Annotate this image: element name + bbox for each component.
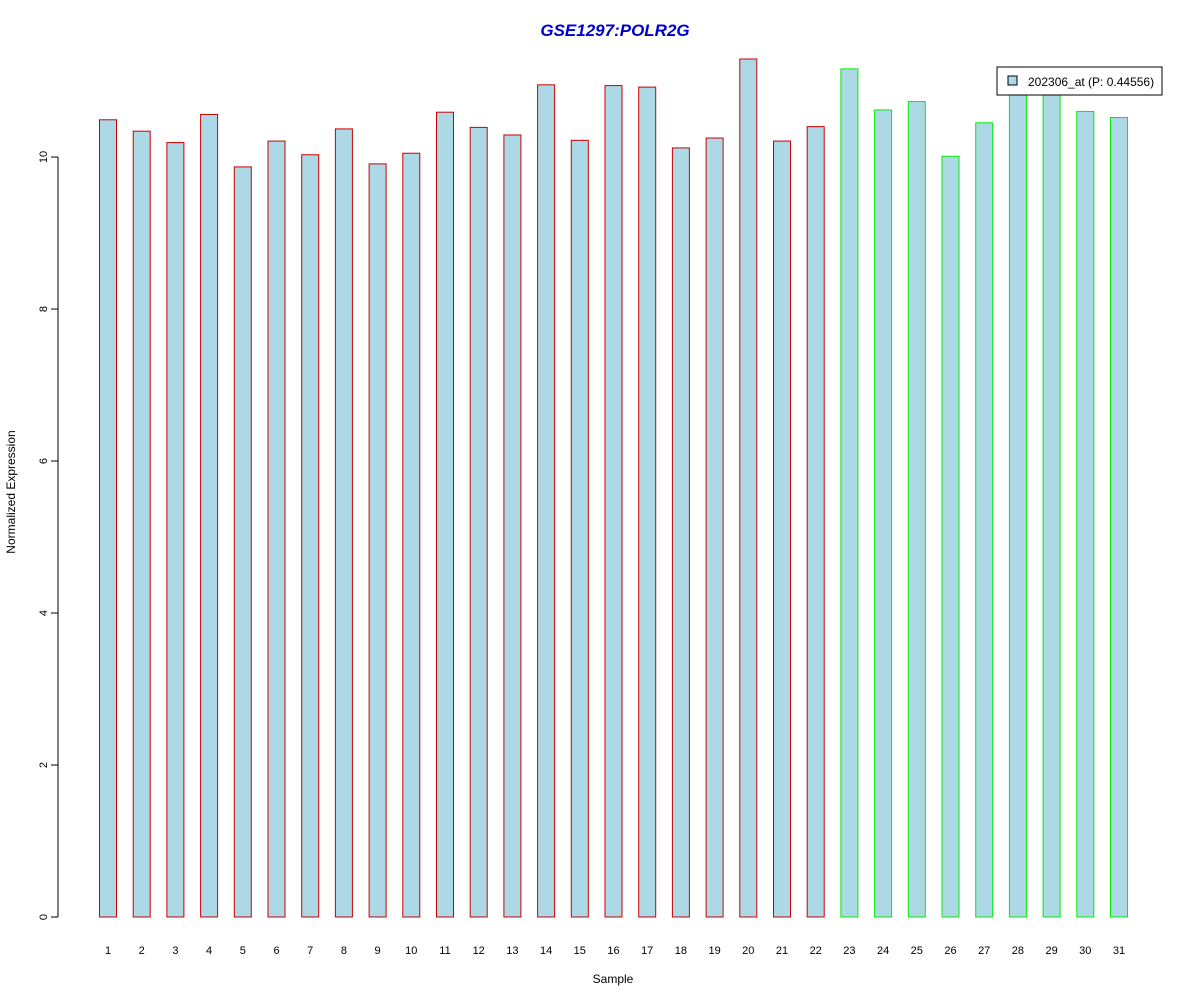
x-tick-label: 1 [105,945,111,957]
x-tick-label: 18 [675,945,687,957]
x-tick-label: 4 [206,945,212,957]
legend: 202306_at (P: 0.44556) [996,66,1163,96]
legend-box [996,66,1163,96]
x-tick-label: 25 [911,945,923,957]
y-axis: 0 2 4 6 8 10 [38,151,59,920]
bars-group [99,58,1128,918]
bar-sample-10 [402,152,421,918]
x-tick-label: 6 [273,945,279,957]
x-tick-label: 17 [641,945,653,957]
bar-sample-24 [874,109,893,918]
bar-sample-8 [334,128,353,918]
y-tick-label: 6 [38,458,50,464]
x-tick-label: 15 [574,945,586,957]
x-tick-label: 29 [1045,945,1057,957]
y-axis-label: Normalized Expression [4,430,18,553]
bar-sample-15 [570,139,589,918]
x-tick-label: 13 [506,945,518,957]
bar-sample-17 [638,86,657,918]
bar-sample-2 [132,130,151,918]
chart-title: GSE1297:POLR2G [540,21,689,40]
x-tick-label: 23 [843,945,855,957]
bar-sample-9 [368,163,387,918]
x-tick-label: 2 [139,945,145,957]
bar-sample-14 [537,84,556,918]
legend-label: 202306_at (P: 0.44556) [1028,75,1154,89]
bar-sample-27 [975,122,994,918]
bar-sample-29 [1042,83,1061,918]
x-tick-label: 30 [1079,945,1091,957]
x-tick-label: 7 [307,945,313,957]
bar-sample-26 [941,155,960,918]
y-tick-label: 4 [38,610,50,616]
bar-sample-16 [604,85,623,918]
x-tick-label: 19 [708,945,720,957]
x-tick-label: 3 [172,945,178,957]
x-tick-label: 9 [375,945,381,957]
y-tick-label: 10 [38,151,50,163]
x-tick-label: 28 [1012,945,1024,957]
x-axis-label: Sample [593,972,634,986]
bar-sample-23 [840,68,859,918]
bar-sample-6 [267,140,286,918]
bar-sample-1 [99,119,117,918]
bar-sample-5 [233,166,252,918]
x-tick-label: 21 [776,945,788,957]
x-tick-label: 10 [405,945,417,957]
x-tick-label: 27 [978,945,990,957]
bar-sample-20 [739,58,758,918]
bar-sample-7 [301,154,320,918]
x-tick-label: 8 [341,945,347,957]
bar-sample-30 [1076,110,1095,918]
x-tick-label: 14 [540,945,552,957]
bar-sample-31 [1110,117,1128,918]
legend-swatch [1007,75,1018,86]
x-tick-label: 11 [439,945,450,957]
x-tick-label: 5 [240,945,246,957]
x-tick-label: 22 [810,945,822,957]
bar-sample-4 [200,113,219,918]
x-tick-label: 16 [607,945,619,957]
bar-sample-18 [671,147,690,918]
bar-sample-13 [503,134,522,918]
bar-sample-3 [166,142,185,918]
bar-sample-22 [806,126,825,918]
y-tick-label: 2 [38,762,50,768]
bar-sample-28 [1008,83,1027,918]
x-tick-label: 20 [742,945,754,957]
x-tick-label: 26 [944,945,956,957]
bar-sample-12 [469,126,488,918]
bar-sample-19 [705,137,724,918]
x-tick-labels: 1 2 3 4 5 6 7 8 9 10 11 12 13 14 15 16 17 18 19 20 21 22 23 24 2… [105,945,1125,957]
bar-sample-11 [436,111,454,918]
bar-sample-25 [907,101,926,918]
bar-sample-21 [773,140,791,918]
x-tick-label: 12 [473,945,485,957]
y-tick-label: 8 [38,306,50,312]
y-tick-label: 0 [38,914,50,920]
x-tick-label: 31 [1113,945,1125,957]
x-tick-label: 24 [877,945,889,957]
